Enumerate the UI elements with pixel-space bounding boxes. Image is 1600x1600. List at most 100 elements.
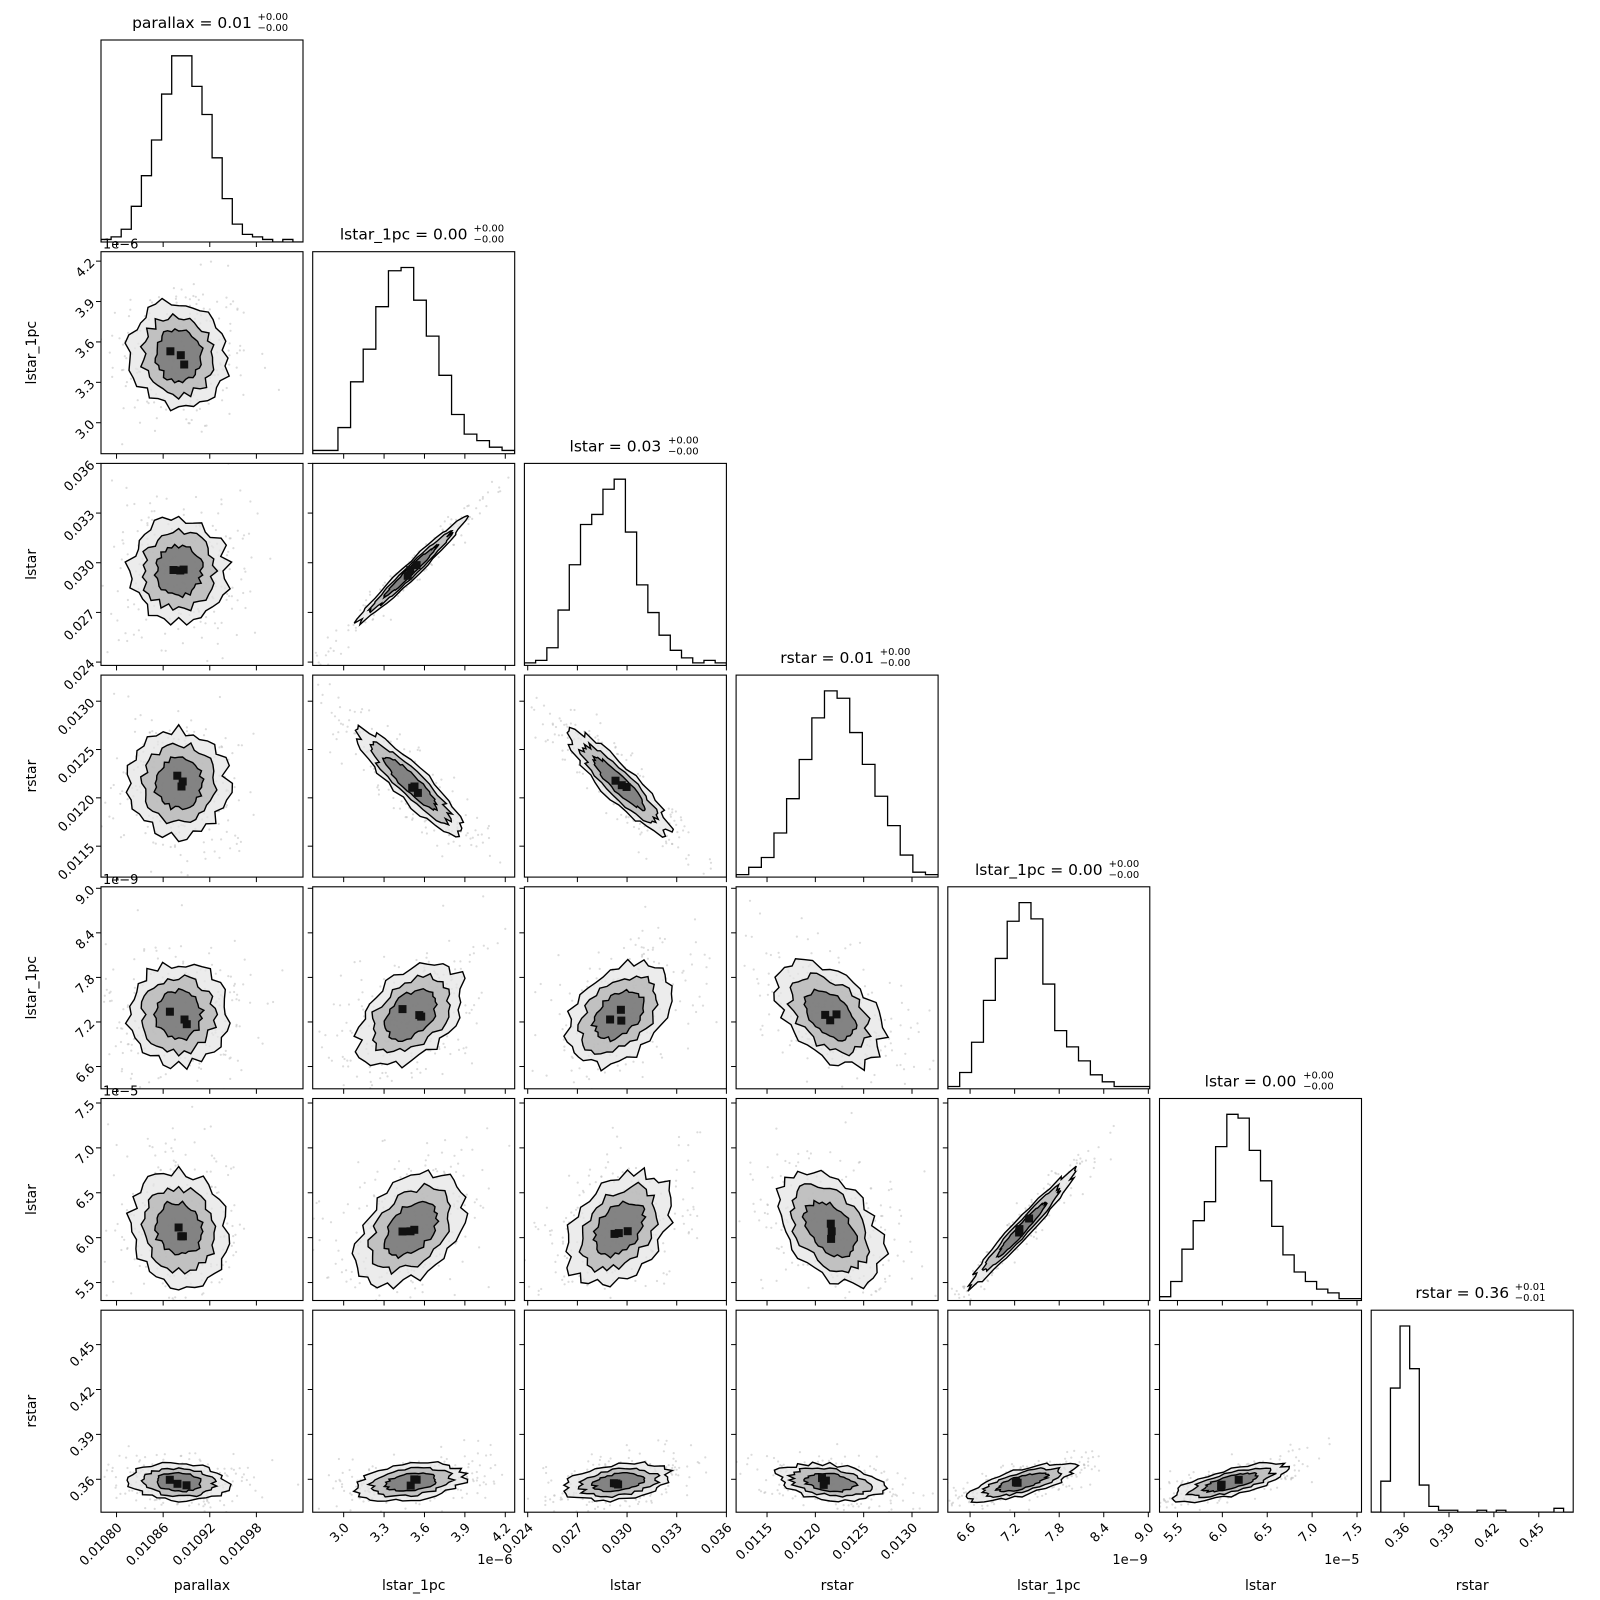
- sample-point: [829, 950, 832, 953]
- sample-point: [534, 736, 537, 739]
- sample-point: [130, 1043, 133, 1046]
- sample-point: [484, 1483, 488, 1486]
- sample-point: [347, 1065, 350, 1068]
- sample-point: [766, 993, 770, 996]
- sample-point: [162, 1458, 165, 1461]
- sample-point: [689, 1213, 692, 1216]
- sample-point: [618, 1069, 622, 1072]
- panel-frame-2-1: [312, 462, 516, 666]
- sample-point: [372, 767, 375, 770]
- sample-point: [225, 296, 228, 299]
- sample-point: [227, 264, 230, 267]
- sample-point: [185, 730, 189, 733]
- sample-point: [224, 1260, 228, 1263]
- panel-frame-2-0: [100, 462, 304, 666]
- sample-point: [326, 636, 329, 639]
- sample-point: [481, 1168, 484, 1172]
- sample-point: [708, 957, 711, 960]
- sample-point: [239, 489, 242, 492]
- sample-point: [133, 958, 136, 961]
- sample-point: [644, 1284, 647, 1288]
- sample-point: [236, 1494, 239, 1497]
- sample-point: [434, 1167, 437, 1171]
- sample-point: [133, 1258, 136, 1261]
- sample-point: [150, 301, 154, 304]
- sample-point: [346, 1203, 349, 1206]
- sample-point: [467, 1462, 470, 1466]
- sample-point: [465, 834, 468, 837]
- sample-point: [417, 1460, 420, 1463]
- sample-point: [146, 522, 149, 525]
- sample-point: [149, 1498, 152, 1501]
- sample-point: [566, 748, 570, 752]
- sample-point: [209, 1170, 212, 1173]
- sample-point: [174, 1164, 177, 1167]
- sample-point: [489, 1467, 492, 1470]
- sample-point: [354, 626, 357, 629]
- sample-point: [1028, 1204, 1031, 1207]
- sample-point: [616, 1064, 619, 1067]
- sample-point: [151, 518, 154, 521]
- sample-point: [168, 729, 171, 732]
- sample-point: [427, 1154, 430, 1157]
- sample-point: [127, 695, 130, 698]
- sample-point: [223, 1472, 227, 1475]
- sample-point: [124, 385, 127, 388]
- sample-point: [983, 1288, 986, 1291]
- sample-point: [474, 829, 477, 832]
- sample-point: [126, 1004, 130, 1007]
- sample-point: [544, 740, 547, 743]
- sample-point: [441, 855, 444, 858]
- sample-point: [343, 1489, 346, 1492]
- sample-point: [119, 836, 123, 839]
- sample-point: [480, 833, 483, 836]
- sample-point: [482, 1481, 485, 1484]
- sample-point: [139, 714, 142, 717]
- sample-point: [680, 819, 683, 822]
- sample-point: [123, 355, 126, 358]
- sample-point: [105, 1294, 108, 1297]
- sample-point: [570, 1211, 573, 1214]
- sample-point: [104, 977, 107, 981]
- sample-point: [603, 1071, 607, 1074]
- sample-point: [546, 738, 549, 742]
- sample-point: [405, 1173, 408, 1176]
- sample-point: [153, 510, 156, 513]
- sample-point: [423, 820, 426, 823]
- sample-point: [642, 946, 645, 949]
- sample-point: [802, 1263, 805, 1266]
- sample-point: [233, 990, 236, 994]
- sample-point: [205, 1170, 208, 1173]
- sample-point: [471, 1478, 474, 1481]
- sample-point: [118, 1021, 121, 1024]
- sample-point: [233, 939, 236, 943]
- sample-point: [570, 1069, 573, 1072]
- sample-point: [563, 1255, 566, 1258]
- sample-point: [200, 636, 203, 639]
- sample-point: [440, 778, 443, 781]
- sample-point: [252, 813, 255, 817]
- sample-point: [374, 1178, 377, 1181]
- sample-point: [207, 1501, 210, 1504]
- sample-point: [124, 1492, 127, 1495]
- sample-point: [341, 1483, 344, 1486]
- sample-point: [649, 1494, 652, 1497]
- sample-point: [645, 1500, 648, 1503]
- sample-point: [675, 1468, 678, 1471]
- sample-point: [190, 418, 193, 422]
- sample-point: [165, 497, 168, 500]
- sample-point: [261, 1496, 264, 1499]
- sample-point: [758, 994, 762, 997]
- sample-point: [533, 1221, 536, 1224]
- sample-point: [211, 524, 214, 528]
- sample-point: [144, 1265, 148, 1268]
- sample-point: [910, 1250, 913, 1254]
- sample-point: [535, 696, 538, 700]
- sample-point: [225, 805, 228, 809]
- sample-point: [213, 622, 217, 625]
- sample-point: [539, 982, 542, 986]
- sample-point: [687, 831, 690, 834]
- sample-point: [128, 1489, 131, 1492]
- sample-point: [396, 737, 399, 741]
- sample-point: [226, 592, 229, 596]
